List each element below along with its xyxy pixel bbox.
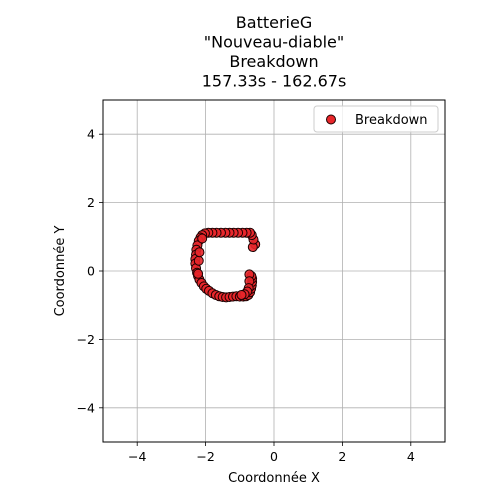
data-points: [190, 227, 261, 303]
legend-box: [313, 105, 439, 133]
x-tick-label: −4: [128, 449, 146, 464]
x-axis-label: Coordonnée X: [228, 471, 320, 486]
data-point: [193, 268, 204, 279]
y-axis-ticks: −4 −2 0 2 4: [77, 127, 103, 415]
title-line: Breakdown: [229, 52, 318, 71]
title-line: BatterieG: [236, 13, 312, 32]
data-point: [197, 233, 208, 244]
chart-title: BatterieG"Nouveau-diable"Breakdown157.33…: [202, 13, 347, 91]
data-point: [193, 255, 204, 266]
y-tick-label: −2: [77, 332, 95, 347]
y-tick-label: 2: [87, 195, 95, 210]
legend-marker: [326, 114, 336, 125]
title-line: "Nouveau-diable": [204, 33, 345, 52]
data-point: [236, 289, 247, 300]
y-tick-label: 0: [87, 264, 95, 279]
y-tick-label: −4: [77, 400, 95, 415]
title-line: 157.33s - 162.67s: [202, 72, 347, 91]
x-tick-label: 4: [407, 449, 415, 464]
y-tick-label: 4: [87, 127, 95, 142]
y-axis-label: Coordonnée Y: [53, 226, 68, 317]
x-axis-ticks: −4 −2 0 2 4: [128, 442, 415, 464]
grid-lines: [103, 100, 445, 442]
legend: Breakdown: [313, 105, 439, 133]
data-point: [194, 247, 205, 258]
legend-label: Breakdown: [355, 113, 428, 128]
x-tick-label: 0: [270, 449, 278, 464]
x-tick-label: 2: [338, 449, 346, 464]
x-tick-label: −2: [196, 449, 214, 464]
